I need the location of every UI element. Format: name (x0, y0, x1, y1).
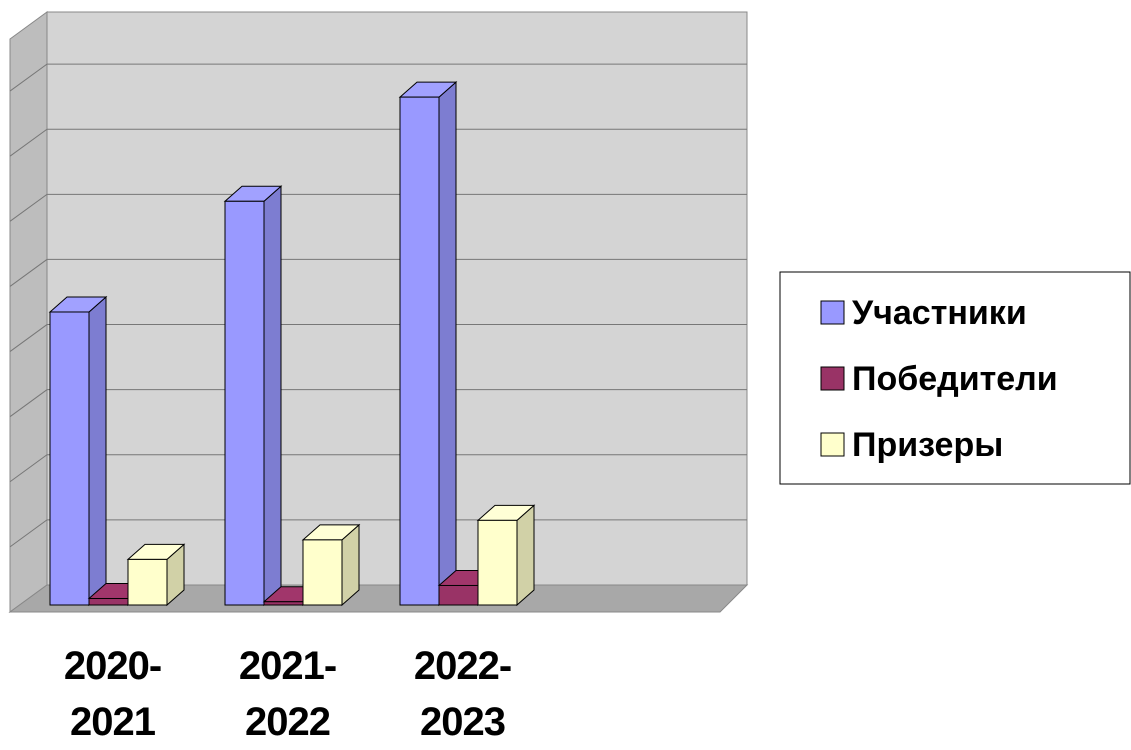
bar (477, 519, 518, 606)
bar (302, 539, 343, 606)
legend-swatch (820, 300, 845, 325)
legend-label: Участники (852, 294, 1027, 332)
bar-side (88, 295, 107, 607)
bar (127, 558, 168, 606)
grid-line (9, 258, 747, 287)
bar-3d (398, 81, 458, 607)
side-wall (9, 11, 48, 613)
back-wall (46, 11, 748, 586)
bar-side (263, 185, 282, 607)
grid-line (9, 389, 747, 418)
bar (49, 311, 90, 606)
bar (88, 597, 129, 606)
grid-line (9, 324, 747, 352)
legend-swatch (820, 432, 845, 457)
bar (399, 96, 440, 606)
grid-line (9, 193, 747, 222)
bar (438, 584, 479, 606)
grid-line (9, 454, 747, 483)
x-tick-label: 2020-2021 (63, 644, 162, 744)
grid-line (9, 63, 747, 92)
bar (224, 200, 265, 606)
x-tick-label: 2022-2023 (413, 644, 512, 744)
bar-3d (48, 295, 108, 607)
bar-3d (126, 543, 186, 607)
bar-3d (476, 504, 536, 607)
bar-side (438, 81, 457, 607)
legend-label: Победители (852, 360, 1058, 398)
bar-side (516, 504, 535, 607)
bar-3d (223, 185, 283, 607)
grid-line (9, 128, 747, 157)
legend-swatch (820, 366, 845, 391)
x-tick-label: 2021-2022 (238, 644, 337, 744)
bar-3d (301, 523, 361, 607)
bar (263, 601, 304, 606)
legend-label: Призеры (852, 426, 1004, 464)
